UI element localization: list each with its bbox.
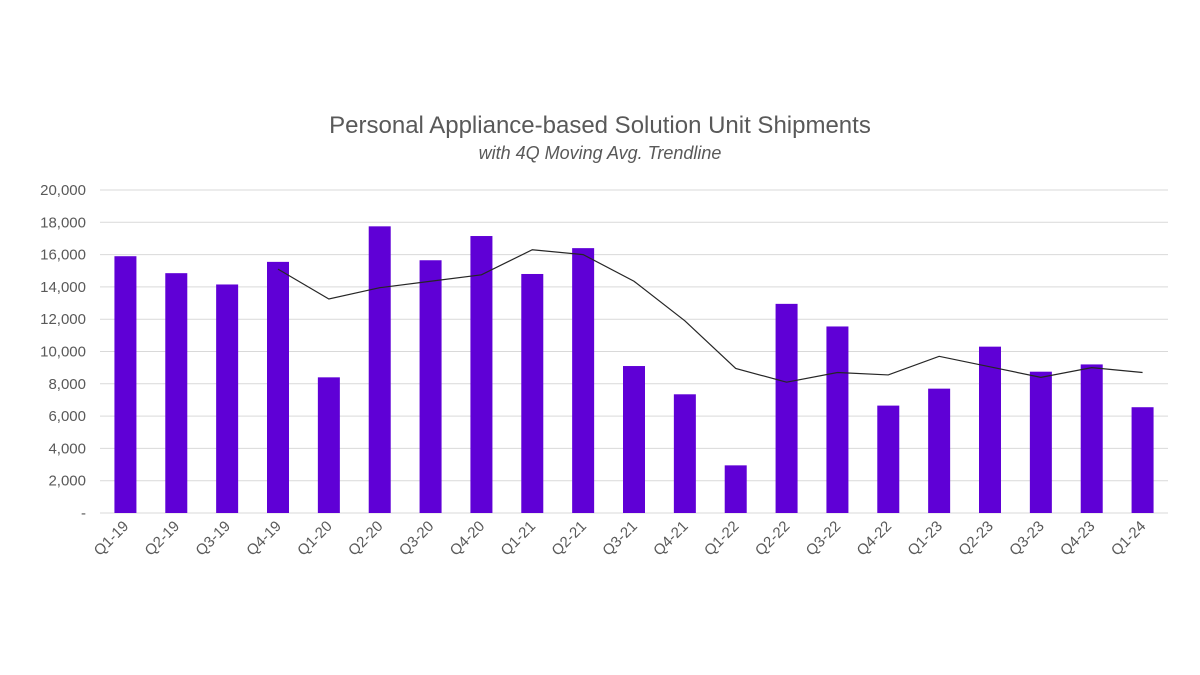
bar (114, 256, 137, 513)
x-tick-label: Q2-19 (142, 518, 184, 560)
x-tick-label: Q3-19 (192, 518, 234, 560)
y-tick-label: 12,000 (40, 311, 86, 328)
x-tick-label: Q4-20 (447, 518, 489, 560)
bar (521, 273, 544, 513)
bar (673, 394, 696, 513)
x-tick-label: Q1-24 (1108, 518, 1150, 560)
bar (928, 388, 951, 513)
x-tick-label: Q4-23 (1057, 518, 1099, 560)
x-tick-label: Q1-23 (904, 518, 946, 560)
bar (623, 366, 645, 513)
y-tick-label: 14,000 (40, 279, 86, 296)
x-tick-label: Q2-20 (345, 518, 387, 560)
x-tick-label: Q4-21 (650, 518, 692, 560)
trendline (277, 249, 1143, 383)
bar (419, 260, 442, 513)
bar (979, 346, 1001, 513)
bar (368, 226, 391, 513)
bar (877, 405, 900, 513)
y-tick-label: 2,000 (48, 473, 86, 490)
bar (165, 273, 188, 513)
x-tick-label: Q2-21 (548, 518, 590, 560)
bar (317, 377, 340, 513)
x-tick-label: Q3-20 (396, 518, 438, 560)
y-tick-label: 8,000 (48, 376, 86, 393)
y-tick-label: 4,000 (48, 440, 86, 457)
bar (724, 465, 747, 513)
bar (267, 261, 289, 513)
x-tick-label: Q1-21 (498, 518, 540, 560)
bar (470, 236, 493, 513)
bar (572, 248, 595, 513)
y-tick-label: 16,000 (40, 247, 86, 264)
x-tick-label: Q4-22 (854, 518, 896, 560)
x-tick-label: Q2-22 (752, 518, 794, 560)
chart-subtitle: with 4Q Moving Avg. Trendline (478, 143, 722, 163)
x-tick-label: Q3-21 (599, 518, 641, 560)
y-tick-label: 6,000 (48, 408, 86, 425)
bar (826, 326, 849, 513)
y-tick-label: 10,000 (40, 344, 86, 361)
x-tick-label: Q2-23 (955, 518, 997, 560)
x-tick-label: Q4-19 (243, 518, 285, 560)
bar (775, 303, 798, 513)
bar (216, 284, 239, 513)
y-tick-label: 20,000 (40, 182, 86, 199)
x-tick-label: Q3-23 (1006, 518, 1048, 560)
x-tick-label: Q1-20 (294, 518, 336, 560)
bar (1080, 364, 1103, 513)
bar (1131, 407, 1154, 513)
x-tick-label: Q1-19 (91, 518, 133, 560)
y-tick-label: - (81, 505, 86, 522)
bar (1029, 371, 1052, 513)
x-tick-label: Q3-22 (803, 518, 845, 560)
x-tick-label: Q1-22 (701, 518, 743, 560)
y-tick-label: 18,000 (40, 214, 86, 231)
chart-title: Personal Appliance-based Solution Unit S… (329, 112, 871, 139)
